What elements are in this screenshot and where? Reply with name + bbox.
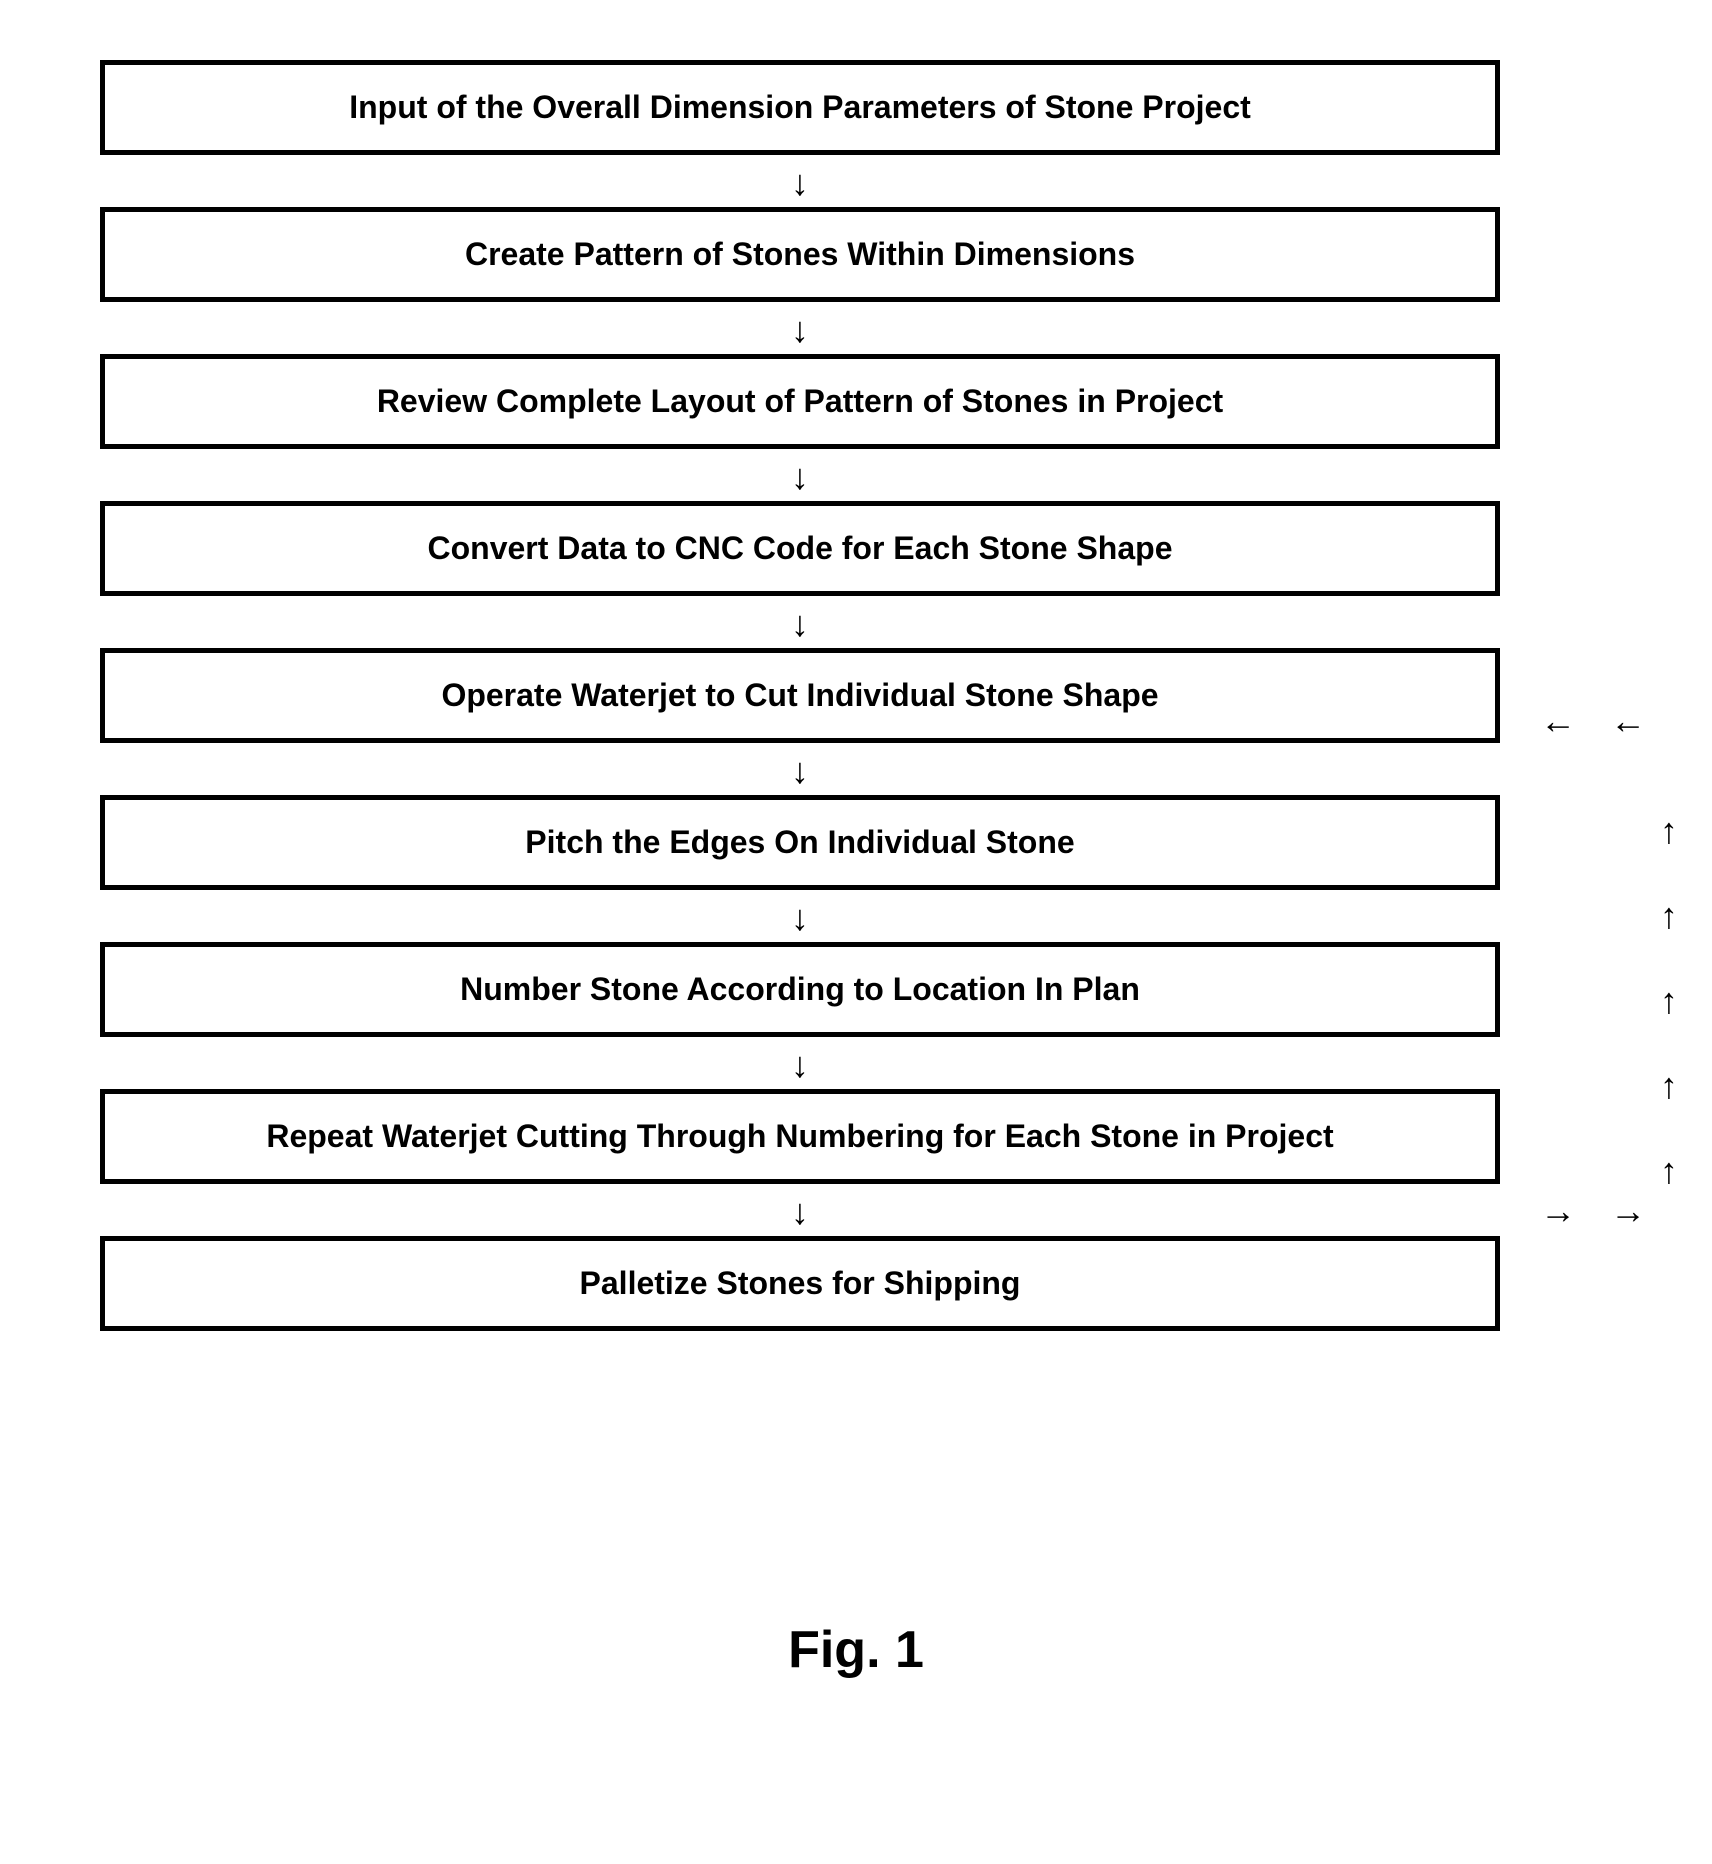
- step-box-3: Review Complete Layout of Pattern of Sto…: [100, 354, 1500, 449]
- arrow-down-icon: ↓: [100, 1184, 1500, 1236]
- step-box-9: Palletize Stones for Shipping: [100, 1236, 1500, 1331]
- arrow-down-icon: ↓: [100, 1037, 1500, 1089]
- arrow-down-icon: ↓: [100, 596, 1500, 648]
- step-box-2: Create Pattern of Stones Within Dimensio…: [100, 207, 1500, 302]
- arrow-down-icon: ↓: [100, 302, 1500, 354]
- flowchart-container: Input of the Overall Dimension Parameter…: [100, 60, 1500, 1331]
- step-label: Number Stone According to Location In Pl…: [460, 971, 1140, 1007]
- figure-title-text: Fig. 1: [788, 1621, 924, 1679]
- arrow-up-icon: ↑: [1660, 895, 1678, 937]
- step-box-4: Convert Data to CNC Code for Each Stone …: [100, 501, 1500, 596]
- step-label: Pitch the Edges On Individual Stone: [525, 824, 1074, 860]
- step-label: Repeat Waterjet Cutting Through Numberin…: [266, 1118, 1333, 1154]
- arrow-up-icon: ↑: [1660, 980, 1678, 1022]
- arrow-left-icon: ←: [1610, 700, 1646, 742]
- figure-title: Fig. 1: [0, 1620, 1712, 1680]
- step-box-1: Input of the Overall Dimension Parameter…: [100, 60, 1500, 155]
- step-label: Input of the Overall Dimension Parameter…: [349, 89, 1251, 125]
- step-box-8: Repeat Waterjet Cutting Through Numberin…: [100, 1089, 1500, 1184]
- arrow-right-icon: →: [1540, 1190, 1576, 1232]
- step-box-6: Pitch the Edges On Individual Stone: [100, 795, 1500, 890]
- arrow-up-icon: ↑: [1660, 1150, 1678, 1192]
- arrow-up-icon: ↑: [1660, 810, 1678, 852]
- step-box-7: Number Stone According to Location In Pl…: [100, 942, 1500, 1037]
- arrow-left-icon: ←: [1540, 700, 1576, 742]
- step-label: Review Complete Layout of Pattern of Sto…: [377, 383, 1223, 419]
- step-label: Operate Waterjet to Cut Individual Stone…: [441, 677, 1158, 713]
- step-label: Create Pattern of Stones Within Dimensio…: [465, 236, 1135, 272]
- arrow-down-icon: ↓: [100, 743, 1500, 795]
- step-label: Convert Data to CNC Code for Each Stone …: [428, 530, 1173, 566]
- arrow-down-icon: ↓: [100, 449, 1500, 501]
- step-box-5: Operate Waterjet to Cut Individual Stone…: [100, 648, 1500, 743]
- arrow-down-icon: ↓: [100, 890, 1500, 942]
- arrow-down-icon: ↓: [100, 155, 1500, 207]
- step-label: Palletize Stones for Shipping: [580, 1265, 1021, 1301]
- arrow-right-icon: →: [1610, 1190, 1646, 1232]
- arrow-up-icon: ↑: [1660, 1065, 1678, 1107]
